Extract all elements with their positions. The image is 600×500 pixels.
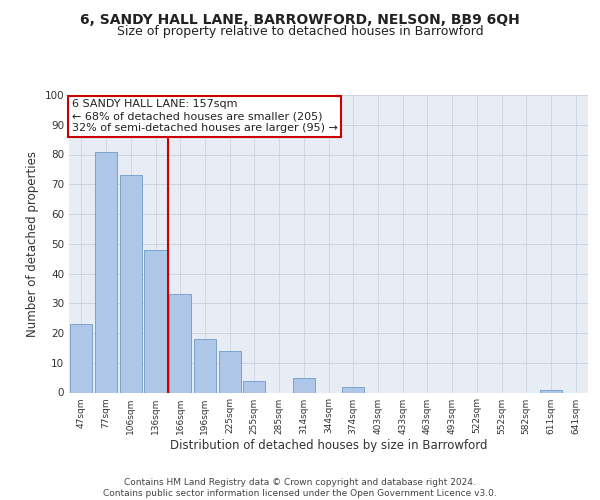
Bar (119, 176, 142, 392)
X-axis label: Distribution of detached houses by size in Barrowford: Distribution of detached houses by size … (170, 440, 487, 452)
Bar (293, 378, 315, 392)
Bar (169, 294, 191, 392)
Y-axis label: Number of detached properties: Number of detached properties (26, 151, 39, 337)
Bar (145, 250, 167, 392)
Bar (194, 339, 216, 392)
Bar (70, 324, 92, 392)
Text: Contains HM Land Registry data © Crown copyright and database right 2024.
Contai: Contains HM Land Registry data © Crown c… (103, 478, 497, 498)
Bar (342, 386, 364, 392)
Bar (540, 390, 562, 392)
Bar (243, 380, 265, 392)
Bar (218, 351, 241, 393)
Text: Size of property relative to detached houses in Barrowford: Size of property relative to detached ho… (116, 25, 484, 38)
Text: 6, SANDY HALL LANE, BARROWFORD, NELSON, BB9 6QH: 6, SANDY HALL LANE, BARROWFORD, NELSON, … (80, 12, 520, 26)
Bar (95, 152, 117, 392)
Text: 6 SANDY HALL LANE: 157sqm
← 68% of detached houses are smaller (205)
32% of semi: 6 SANDY HALL LANE: 157sqm ← 68% of detac… (71, 100, 337, 132)
